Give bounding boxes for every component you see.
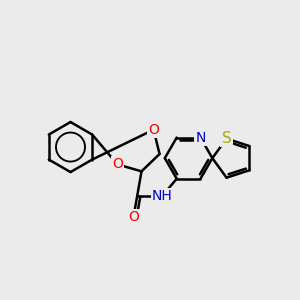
Text: O: O (112, 158, 123, 171)
Text: NH: NH (152, 189, 172, 203)
Text: N: N (195, 130, 206, 145)
Text: O: O (148, 123, 159, 137)
Text: O: O (128, 210, 139, 224)
Text: S: S (222, 131, 231, 146)
